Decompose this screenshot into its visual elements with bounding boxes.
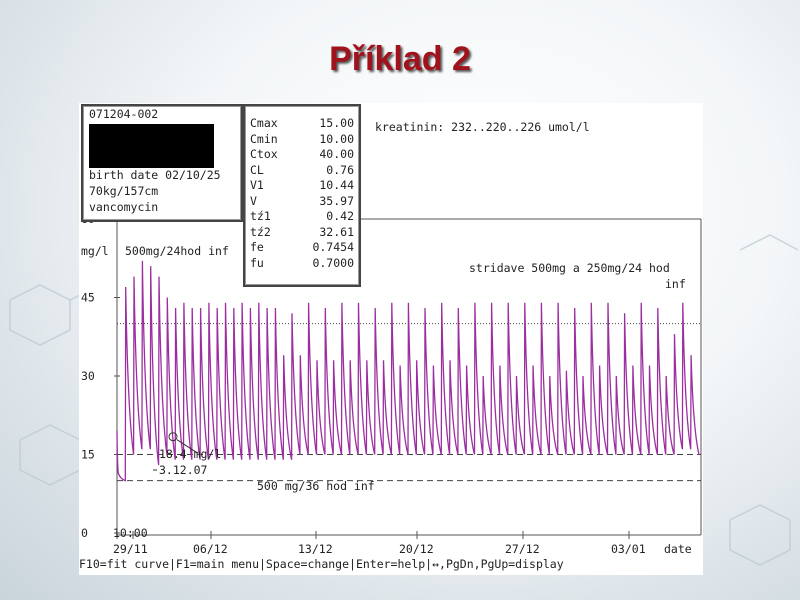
param-value: 0.42	[326, 209, 354, 223]
param-name: Cmin	[250, 131, 278, 146]
y-tick-label: 30	[81, 369, 95, 383]
birth-date: birth date 02/10/25	[89, 168, 221, 182]
x-axis-label: date	[664, 542, 692, 556]
annotation-measured-date: 3.12.07	[159, 463, 208, 477]
slide-title: Příklad 2	[329, 40, 471, 78]
param-name: Ctox	[250, 147, 278, 161]
x-tick-label: 20/12	[399, 542, 434, 556]
param-value: 0.7454	[312, 240, 354, 254]
concentration-series	[116, 260, 700, 482]
annotation-regimen-2: stridave 500mg a 250mg/24 hod	[469, 261, 670, 275]
measured-point	[168, 432, 178, 442]
measured-point-leader	[176, 439, 198, 454]
x-tick-label: 27/12	[505, 542, 540, 556]
function-key-help: F10=fit curve|F1=main menu|Space=change|…	[79, 557, 564, 571]
param-row: Ctox 40.00	[250, 147, 354, 162]
param-value: 35.97	[319, 193, 354, 208]
drug-name: vancomycin	[89, 200, 159, 214]
param-value: 0.76	[326, 162, 354, 177]
param-value: 15.00	[319, 116, 354, 130]
param-name: tź2	[250, 224, 271, 239]
concentration-chart: 015304560mg/l10:0029/1106/1213/1220/1227…	[81, 212, 702, 556]
pk-parameters-box: Cmax 15.00 Cmin 10.00 Ctox 40.00 CL 0.76 V1 10.44…	[243, 104, 361, 287]
x-tick-label: 06/12	[193, 542, 228, 556]
param-row: tź1 0.42	[250, 209, 354, 224]
param-name: Cmax	[250, 116, 278, 130]
x-tick-label: 13/12	[298, 542, 333, 556]
param-row: Cmax 15.00	[250, 116, 354, 131]
kreatinin-text: kreatinin: 232..220..226 umol/l	[375, 120, 590, 134]
annotation-regimen-3: 500 mg/36 hod inf	[257, 479, 375, 493]
param-row: V 35.97	[250, 194, 354, 209]
patient-info-box: 071204-002 birth date 02/10/25 70kg/157c…	[81, 104, 243, 222]
annotation-regimen-2-inf: inf	[665, 277, 686, 291]
param-value: 10.44	[319, 178, 354, 192]
annotation-regimen-1: 500mg/24hod inf	[125, 244, 229, 258]
param-row: tź2 32.61	[250, 225, 354, 240]
param-row: fu 0.7000	[250, 256, 354, 271]
x-tick-label: 29/11	[113, 542, 148, 556]
redacted-name	[89, 124, 214, 168]
y-tick-label: 45	[81, 291, 95, 305]
program-screen: 015304560mg/l10:0029/1106/1213/1220/1227…	[79, 103, 703, 575]
param-name: tź1	[250, 209, 271, 223]
y-tick-label: 0	[81, 526, 88, 540]
param-row: CL 0.76	[250, 163, 354, 178]
param-name: fe	[250, 240, 264, 254]
param-row: Cmin 10.00	[250, 132, 354, 147]
param-value: 10.00	[319, 131, 354, 146]
body-metrics: 70kg/157cm	[89, 184, 159, 198]
y-tick-label: 15	[81, 448, 95, 462]
x-tick-label: 03/01	[611, 542, 646, 556]
param-row: V1 10.44	[250, 178, 354, 193]
annotation-measured-value: 18.4 mg/l	[159, 447, 221, 461]
patient-id: 071204-002	[89, 107, 159, 121]
param-value: 0.7000	[312, 255, 354, 270]
param-name: CL	[250, 162, 264, 177]
x-tick-label-time: 10:00	[113, 526, 148, 540]
param-name: V1	[250, 178, 264, 192]
param-value: 32.61	[319, 224, 354, 239]
param-name: fu	[250, 255, 264, 270]
param-name: V	[250, 193, 257, 208]
param-row: fe 0.7454	[250, 240, 354, 255]
param-value: 40.00	[319, 147, 354, 161]
y-axis-label: mg/l	[81, 244, 109, 258]
